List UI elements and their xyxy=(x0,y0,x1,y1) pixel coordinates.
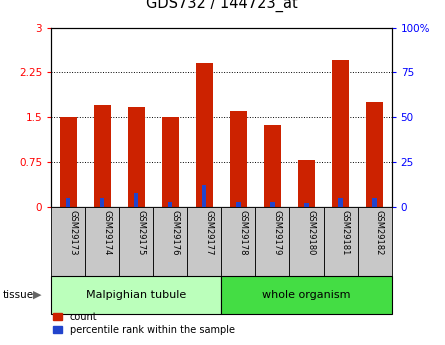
Bar xyxy=(372,198,377,207)
Bar xyxy=(338,198,343,207)
Bar xyxy=(94,105,111,207)
Bar xyxy=(298,160,315,207)
Text: GSM29181: GSM29181 xyxy=(340,210,349,255)
Bar xyxy=(255,207,290,276)
Bar xyxy=(168,201,173,207)
Bar xyxy=(128,107,145,207)
Bar xyxy=(162,117,179,207)
Legend: count, percentile rank within the sample: count, percentile rank within the sample xyxy=(49,308,239,338)
Text: GSM29180: GSM29180 xyxy=(307,210,316,255)
Text: GDS732 / 144723_at: GDS732 / 144723_at xyxy=(146,0,297,12)
Bar xyxy=(134,193,138,207)
Text: Malpighian tubule: Malpighian tubule xyxy=(86,290,186,300)
Bar xyxy=(358,207,392,276)
Bar xyxy=(85,207,119,276)
Bar xyxy=(304,204,309,207)
Text: tissue: tissue xyxy=(2,290,33,300)
Bar xyxy=(51,276,222,314)
Text: ▶: ▶ xyxy=(32,290,41,300)
Bar xyxy=(290,207,324,276)
Text: GSM29178: GSM29178 xyxy=(239,210,247,255)
Bar xyxy=(324,207,358,276)
Text: GSM29182: GSM29182 xyxy=(375,210,384,255)
Bar xyxy=(366,102,383,207)
Bar xyxy=(202,186,206,207)
Bar xyxy=(51,207,85,276)
Bar xyxy=(270,201,275,207)
Text: whole organism: whole organism xyxy=(262,290,351,300)
Bar xyxy=(66,198,70,207)
Bar xyxy=(264,125,281,207)
Text: GSM29175: GSM29175 xyxy=(136,210,145,255)
Bar xyxy=(153,207,187,276)
Text: GSM29176: GSM29176 xyxy=(170,210,179,255)
Bar xyxy=(187,207,222,276)
Bar xyxy=(230,111,247,207)
Text: GSM29174: GSM29174 xyxy=(102,210,111,255)
Bar xyxy=(222,276,392,314)
Bar xyxy=(60,117,77,207)
Text: GSM29173: GSM29173 xyxy=(68,210,77,255)
Text: GSM29179: GSM29179 xyxy=(272,210,281,255)
Text: GSM29177: GSM29177 xyxy=(204,210,213,255)
Bar xyxy=(236,201,241,207)
Bar xyxy=(332,60,349,207)
Bar xyxy=(222,207,255,276)
Bar xyxy=(119,207,153,276)
Bar xyxy=(196,63,213,207)
Bar xyxy=(100,198,105,207)
